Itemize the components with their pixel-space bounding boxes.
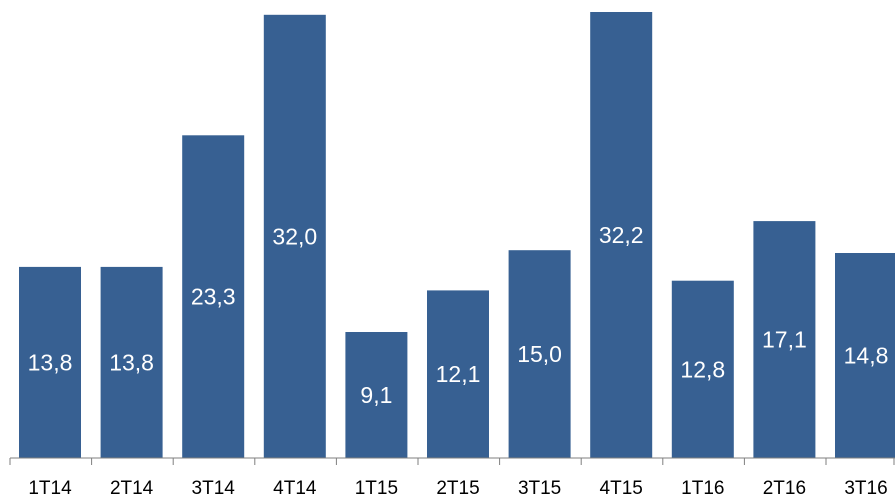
value-label-4T15: 32,2 <box>599 222 644 248</box>
x-tick-label-3T16: 3T16 <box>844 478 887 499</box>
bar-2T15 <box>427 290 489 458</box>
value-label-2T16: 17,1 <box>762 327 807 353</box>
value-label-1T14: 13,8 <box>28 349 73 375</box>
bar-1T14 <box>19 266 81 458</box>
value-label-4T14: 32,0 <box>272 223 317 249</box>
bar-1T15 <box>345 332 408 458</box>
bar-2T14 <box>100 266 163 458</box>
x-tick-label-1T14: 1T14 <box>28 478 72 499</box>
value-label-3T14: 23,3 <box>191 284 236 310</box>
x-tick-label-1T16: 1T16 <box>681 478 724 499</box>
x-axis-ticks: 1T14 2T14 3T14 4T14 1T15 2T15 3T15 4T15 1T16 2T16… <box>9 458 895 499</box>
value-label-1T16: 12,8 <box>680 356 725 382</box>
x-tick-label-3T14: 3T14 <box>192 478 236 499</box>
x-tick-label-3T15: 3T15 <box>518 478 561 499</box>
value-label-3T15: 15,0 <box>517 341 562 367</box>
bar-3T14 <box>182 135 245 459</box>
bar-3T15 <box>508 250 571 458</box>
value-label-2T15: 12,1 <box>436 361 481 387</box>
x-tick-label-1T15: 1T15 <box>355 478 398 499</box>
plot-area: 13,8 13,8 23,3 32,0 9,1 12,1 15,0 32,2 12,8 17,1 1… <box>19 12 895 459</box>
bar-3T16 <box>835 253 895 458</box>
value-label-3T16: 14,8 <box>844 343 889 369</box>
x-tick-label-2T15: 2T15 <box>436 478 479 499</box>
bar-4T15 <box>590 12 653 458</box>
x-tick-label-2T14: 2T14 <box>110 478 154 499</box>
bar-1T16 <box>671 280 734 458</box>
bar-2T16 <box>753 221 816 458</box>
x-tick-label-4T15: 4T15 <box>600 478 643 499</box>
x-tick-label-2T16: 2T16 <box>763 478 806 499</box>
value-label-2T14: 13,8 <box>109 349 154 375</box>
x-tick-label-4T14: 4T14 <box>273 478 317 499</box>
value-label-1T15: 9,1 <box>360 382 392 408</box>
bar-4T14 <box>263 14 326 459</box>
